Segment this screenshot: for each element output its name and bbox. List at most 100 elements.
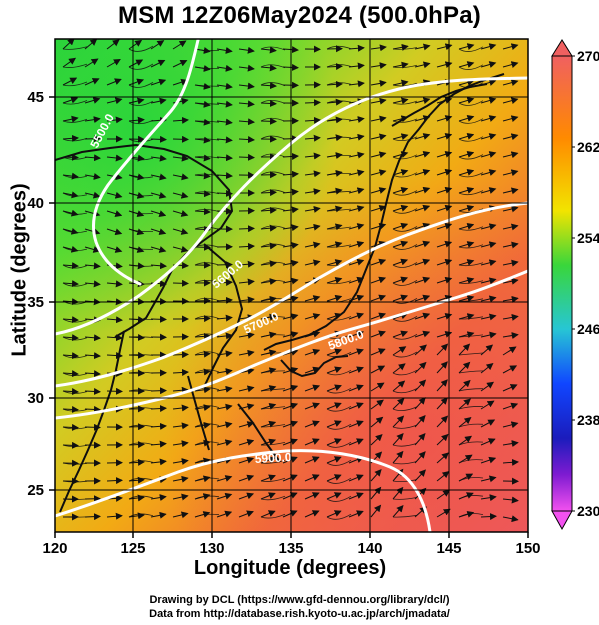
- wind-arrow: [326, 492, 342, 500]
- streamline-segment: [326, 405, 352, 412]
- wind-arrow: [436, 343, 449, 356]
- wind-arrow: [414, 204, 431, 212]
- wind-arrow: [392, 222, 409, 230]
- wind-arrow: [480, 438, 496, 446]
- wind-arrow: [260, 402, 277, 410]
- wind-arrow: [502, 79, 519, 87]
- wind-arrow: [106, 477, 123, 485]
- streamline-segment: [194, 66, 220, 69]
- wind-arrow: [304, 188, 321, 196]
- wind-arrow: [502, 115, 519, 123]
- wind-arrow: [370, 365, 386, 374]
- y-tick-label: 35: [27, 294, 44, 311]
- wind-arrow: [238, 349, 255, 357]
- wind-arrow: [238, 296, 255, 304]
- wind-arrow: [282, 313, 299, 321]
- wind-arrow: [502, 241, 519, 249]
- wind-arrow: [304, 134, 321, 142]
- wind-arrow: [150, 40, 165, 50]
- wind-arrow: [128, 512, 145, 520]
- wind-arrow: [480, 313, 497, 321]
- wind-arrow: [260, 224, 277, 232]
- streamline-segment: [392, 479, 418, 483]
- streamline-segment: [62, 408, 88, 412]
- wind-arrow: [348, 510, 364, 518]
- wind-arrow: [128, 97, 145, 105]
- wind-arrow: [304, 366, 321, 374]
- streamline-segment: [326, 477, 352, 484]
- wind-arrow: [458, 79, 475, 86]
- streamline-segment: [260, 334, 286, 338]
- streamline-segment: [392, 262, 418, 268]
- wind-arrow: [414, 186, 431, 194]
- streamline-segment: [326, 45, 352, 50]
- wind-arrow: [348, 384, 364, 392]
- wind-arrow: [106, 154, 123, 162]
- wind-arrow: [84, 154, 101, 162]
- wind-arrow: [216, 82, 233, 90]
- wind-arrow: [480, 419, 496, 428]
- streamline-segment: [260, 207, 286, 212]
- wind-arrow: [458, 223, 475, 230]
- wind-arrow: [436, 508, 451, 518]
- wind-arrow: [480, 169, 497, 176]
- geopotential-contours: [55, 39, 528, 532]
- wind-arrow: [436, 361, 448, 374]
- wind-arrow: [502, 440, 519, 448]
- streamline-segment: [62, 390, 88, 394]
- streamline-segment: [194, 120, 220, 123]
- wind-arrow: [348, 348, 364, 356]
- streamline-segment: [260, 82, 286, 87]
- wind-arrow: [238, 260, 255, 268]
- wind-arrow: [370, 294, 387, 302]
- contour-line-5900: [55, 449, 432, 532]
- wind-arrow: [414, 168, 431, 176]
- wind-arrow: [326, 223, 343, 231]
- wind-arrow: [370, 416, 384, 428]
- wind-arrow: [128, 494, 145, 502]
- streamline-segment: [128, 100, 154, 106]
- wind-arrow: [106, 387, 123, 395]
- streamline-segment: [62, 282, 88, 287]
- wind-arrow: [62, 405, 79, 413]
- y-tick-labels: 45 40 35 30 25: [27, 89, 44, 499]
- wind-arrow: [282, 331, 299, 338]
- streamline-segment: [128, 119, 154, 125]
- wind-arrow: [480, 133, 497, 140]
- wind-arrow: [62, 262, 79, 270]
- streamline-segment: [128, 460, 154, 464]
- wind-arrow: [480, 277, 497, 285]
- streamline-segment: [260, 64, 286, 69]
- streamline-segment: [392, 369, 418, 376]
- streamline-segment: [62, 228, 88, 233]
- wind-arrow: [370, 330, 386, 338]
- wind-arrow: [106, 280, 123, 288]
- wind-arrow: [260, 474, 276, 482]
- wind-arrow: [194, 154, 211, 162]
- wind-arrow: [370, 486, 382, 500]
- wind-arrow: [260, 99, 277, 107]
- streamline-segment: [62, 63, 88, 68]
- streamline-segment: [392, 316, 418, 322]
- wind-arrow: [172, 458, 189, 465]
- wind-arrow: [172, 135, 189, 143]
- wind-arrow: [326, 510, 342, 518]
- contour-line-5800: [55, 269, 528, 420]
- wind-arrow: [172, 210, 189, 217]
- wind-arrow: [216, 385, 233, 393]
- wind-arrow: [106, 512, 123, 520]
- streamline-segment: [458, 154, 484, 160]
- streamline-segment: [128, 264, 154, 267]
- wind-arrow: [304, 295, 321, 302]
- wind-arrow: [502, 384, 518, 392]
- wind-arrow: [84, 280, 101, 288]
- wind-arrow: [414, 469, 426, 482]
- wind-arrow: [172, 116, 189, 124]
- streamline-segment: [326, 172, 352, 176]
- wind-arrow: [282, 188, 299, 196]
- streamline-segment: [392, 100, 418, 105]
- wind-arrow: [414, 312, 431, 320]
- wind-arrow: [480, 115, 497, 122]
- wind-arrow: [172, 511, 189, 519]
- streamline-segment: [392, 442, 418, 447]
